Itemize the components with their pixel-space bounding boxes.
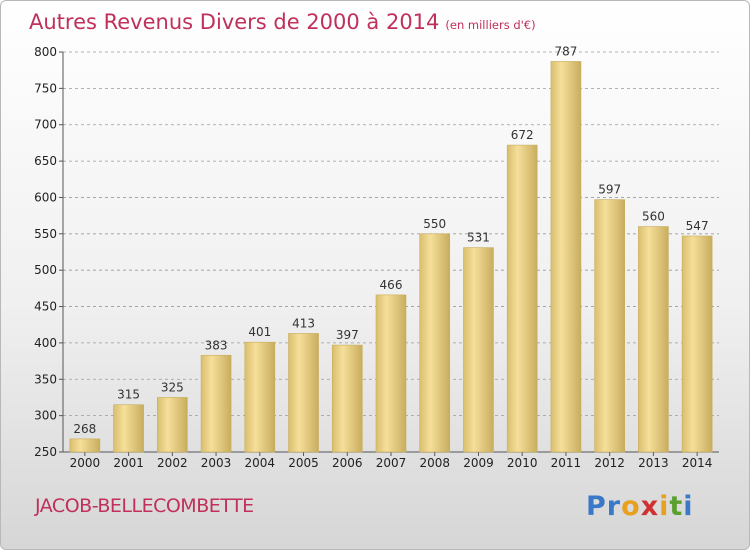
data-label: 325 [161, 380, 184, 394]
x-tick-label: 2004 [245, 456, 276, 470]
data-label: 397 [336, 328, 359, 342]
bar [331, 344, 363, 453]
bar [244, 341, 276, 453]
y-tick-label: 750 [34, 81, 57, 95]
x-tick-label: 2014 [682, 456, 713, 470]
bar [594, 199, 625, 453]
x-tick-label: 2000 [70, 456, 101, 470]
logo-letter: i [659, 491, 670, 522]
data-label: 268 [73, 422, 96, 436]
logo-letter: r [606, 491, 622, 522]
bar [550, 61, 582, 453]
logo-letter: o [621, 491, 641, 522]
x-tick-label: 2013 [638, 456, 669, 470]
x-tick-label: 2001 [113, 456, 144, 470]
data-label: 547 [686, 219, 709, 233]
y-tick-label: 400 [34, 336, 57, 350]
data-label: 550 [423, 217, 446, 231]
logo-letter: t [669, 491, 684, 522]
bar [681, 235, 713, 453]
x-tick-label: 2007 [376, 456, 407, 470]
bar [157, 397, 188, 453]
data-labels: 268 315 325 383 401 413 397 466 550 531 672 787 597 5… [73, 44, 708, 435]
x-tick-label: 2008 [419, 456, 450, 470]
commune-name: JACOB-BELLECOMBETTE [35, 495, 254, 517]
data-label: 466 [380, 278, 403, 292]
y-tick-label: 550 [34, 227, 57, 241]
data-label: 672 [511, 128, 534, 142]
bar [463, 247, 494, 453]
y-tick-label: 350 [34, 372, 57, 386]
bar [419, 233, 451, 453]
data-label: 531 [467, 231, 490, 245]
data-label: 560 [642, 210, 665, 224]
logo-letter: x [640, 491, 660, 522]
y-tick-label: 650 [34, 154, 57, 168]
bars [69, 61, 713, 453]
bar [69, 438, 101, 453]
x-tick-label: 2010 [507, 456, 538, 470]
y-tick-label: 250 [34, 445, 57, 459]
x-tick-label: 2012 [594, 456, 625, 470]
bar [288, 333, 319, 453]
y-tick-label: 450 [34, 300, 57, 314]
chart-unit: (en milliers d'€) [445, 18, 536, 32]
y-tick-label: 700 [34, 118, 57, 132]
y-tick-label: 600 [34, 190, 57, 204]
bar [200, 354, 232, 453]
x-tick-label: 2005 [288, 456, 319, 470]
data-label: 315 [117, 388, 140, 402]
x-tick-label: 2009 [463, 456, 494, 470]
data-label: 383 [205, 338, 228, 352]
chart-title: Autres Revenus Divers de 2000 à 2014 (en … [29, 10, 536, 34]
bar [375, 294, 407, 453]
chart-title-text: Autres Revenus Divers de 2000 à 2014 [29, 10, 440, 34]
data-label: 401 [248, 325, 271, 339]
y-tick-label: 800 [34, 45, 57, 59]
bar [506, 144, 538, 453]
data-label: 787 [554, 44, 577, 58]
bar [638, 226, 669, 453]
data-label: 597 [598, 183, 621, 197]
bar [113, 404, 144, 453]
x-tick-label: 2006 [332, 456, 363, 470]
data-label: 413 [292, 316, 315, 330]
x-tick-label: 2011 [551, 456, 582, 470]
tick-labels: 250 300 350 400 450 500 550 600 650 700 750 800 2000… [34, 45, 712, 470]
logo-letter: P [586, 491, 607, 522]
logo-letter: i [683, 491, 694, 522]
y-tick-label: 300 [34, 409, 57, 423]
proxiti-logo[interactable]: Proxiti [586, 491, 694, 522]
x-tick-label: 2003 [201, 456, 232, 470]
x-tick-label: 2002 [157, 456, 188, 470]
y-tick-label: 500 [34, 263, 57, 277]
